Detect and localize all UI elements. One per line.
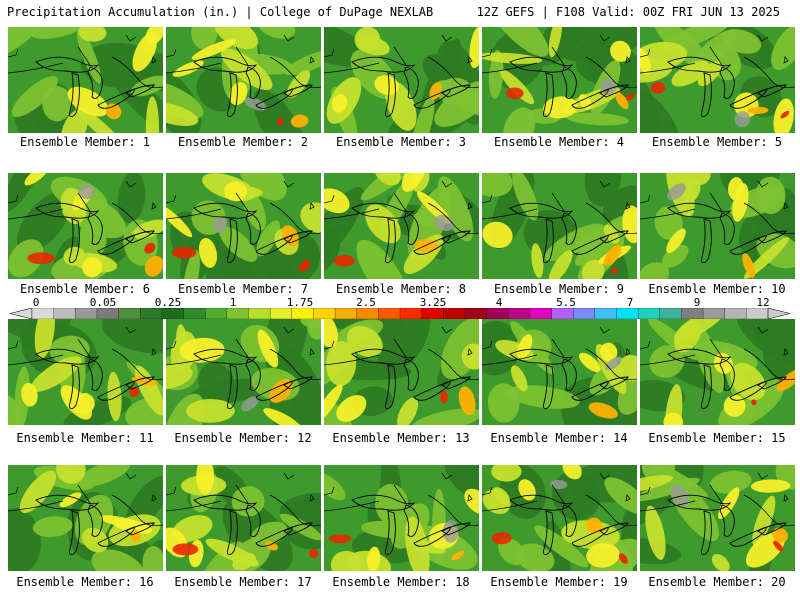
ensemble-member-map: [324, 27, 479, 133]
ensemble-member-map: [640, 173, 795, 279]
ensemble-member-label: Ensemble Member: 16: [16, 575, 154, 589]
colorbar-swatch: [421, 308, 444, 319]
ensemble-member-map: [324, 319, 479, 425]
ensemble-member-label: Ensemble Member: 1: [19, 135, 151, 149]
colorbar-swatch: [637, 308, 661, 319]
colorbar-swatch: [334, 308, 358, 319]
colorbar-swatch: [746, 308, 769, 319]
colorbar-swatch: [226, 308, 249, 319]
ensemble-member-label: Ensemble Member: 7: [177, 282, 309, 296]
colorbar-swatch: [313, 308, 336, 319]
colorbar-tick-label: 2.5: [356, 296, 376, 309]
colorbar-tick-label: 3.25: [419, 296, 447, 309]
colorbar-tick-label: 12: [756, 296, 770, 309]
ensemble-member-map: [482, 173, 637, 279]
ensemble-member-map: [482, 27, 637, 133]
ensemble-member-map: [8, 173, 163, 279]
colorbar-swatch: [486, 308, 509, 319]
ensemble-member-label: Ensemble Member: 15: [648, 431, 786, 445]
colorbar-swatch: [594, 308, 617, 319]
ensemble-member-label: Ensemble Member: 14: [490, 431, 628, 445]
colorbar-swatch: [96, 308, 120, 319]
ensemble-member-map: [8, 319, 163, 425]
colorbar-swatch: [183, 308, 206, 319]
chart-title: Precipitation Accumulation (in.) | Colle…: [7, 5, 434, 19]
colorbar-swatch: [378, 308, 401, 319]
colorbar-swatch: [205, 308, 228, 319]
ensemble-member-label: Ensemble Member: 17: [174, 575, 312, 589]
colorbar-tick-label: 1.75: [286, 296, 314, 309]
ensemble-member-map: [166, 173, 321, 279]
colorbar-swatch: [399, 308, 423, 319]
ensemble-member-map: [166, 465, 321, 571]
colorbar-swatch: [140, 308, 163, 319]
ensemble-member-label: Ensemble Member: 3: [335, 135, 467, 149]
ensemble-member-label: Ensemble Member: 5: [651, 135, 783, 149]
colorbar-swatch: [443, 308, 466, 319]
colorbar-tick-label: 0: [32, 296, 40, 309]
colorbar-swatch: [356, 308, 379, 319]
ensemble-member-label: Ensemble Member: 11: [16, 431, 154, 445]
ensemble-member-map: [324, 173, 479, 279]
colorbar-swatch: [702, 308, 726, 319]
colorbar-min-arrow: [10, 308, 33, 319]
ensemble-member-label: Ensemble Member: 19: [490, 575, 628, 589]
colorbar-swatch: [75, 308, 98, 319]
ensemble-member-map: [640, 319, 795, 425]
colorbar-max-arrow: [767, 308, 790, 319]
colorbar-swatch: [161, 308, 184, 319]
ensemble-member-map: [482, 465, 637, 571]
colorbar-swatch: [724, 308, 747, 319]
colorbar-swatch: [659, 308, 682, 319]
ensemble-member-label: Ensemble Member: 13: [332, 431, 470, 445]
ensemble-member-label: Ensemble Member: 4: [493, 135, 625, 149]
ensemble-member-map: [166, 319, 321, 425]
ensemble-member-map: [640, 27, 795, 133]
ensemble-member-map: [640, 465, 795, 571]
colorbar-tick-label: 0.25: [154, 296, 182, 309]
ensemble-member-label: Ensemble Member: 9: [493, 282, 625, 296]
ensemble-member-map: [324, 465, 479, 571]
ensemble-member-label: Ensemble Member: 10: [648, 282, 786, 296]
colorbar-swatch: [53, 308, 76, 319]
colorbar-tick-label: 5.5: [556, 296, 576, 309]
colorbar-swatch: [508, 308, 531, 319]
colorbar-swatch: [681, 308, 704, 319]
colorbar-tick-label: 1: [229, 296, 237, 309]
ensemble-member-label: Ensemble Member: 8: [335, 282, 467, 296]
colorbar-swatch: [529, 308, 552, 319]
colorbar-swatch: [31, 308, 55, 319]
colorbar-tick-label: 7: [626, 296, 634, 309]
ensemble-member-map: [166, 27, 321, 133]
ensemble-member-label: Ensemble Member: 2: [177, 135, 309, 149]
colorbar-swatch: [573, 308, 596, 319]
colorbar-swatch: [118, 308, 141, 319]
colorbar-swatch: [269, 308, 293, 319]
model-run-info: 12Z GEFS | F108 Valid: 00Z FRI JUN 13 20…: [476, 5, 780, 19]
ensemble-member-label: Ensemble Member: 18: [332, 575, 470, 589]
colorbar-tick-label: 0.05: [89, 296, 117, 309]
ensemble-member-map: [8, 465, 163, 571]
colorbar-swatch: [248, 308, 271, 319]
colorbar-swatch: [291, 308, 314, 319]
ensemble-member-map: [482, 319, 637, 425]
colorbar-swatch: [616, 308, 639, 319]
colorbar-swatch: [464, 308, 488, 319]
colorbar-tick-label: 9: [693, 296, 701, 309]
ensemble-member-label: Ensemble Member: 6: [19, 282, 151, 296]
colorbar-tick-label: 4: [495, 296, 503, 309]
ensemble-member-map: [8, 27, 163, 133]
ensemble-member-label: Ensemble Member: 12: [174, 431, 312, 445]
colorbar-swatch: [551, 308, 574, 319]
ensemble-member-label: Ensemble Member: 20: [648, 575, 786, 589]
precipitation-colorbar: [10, 308, 790, 319]
